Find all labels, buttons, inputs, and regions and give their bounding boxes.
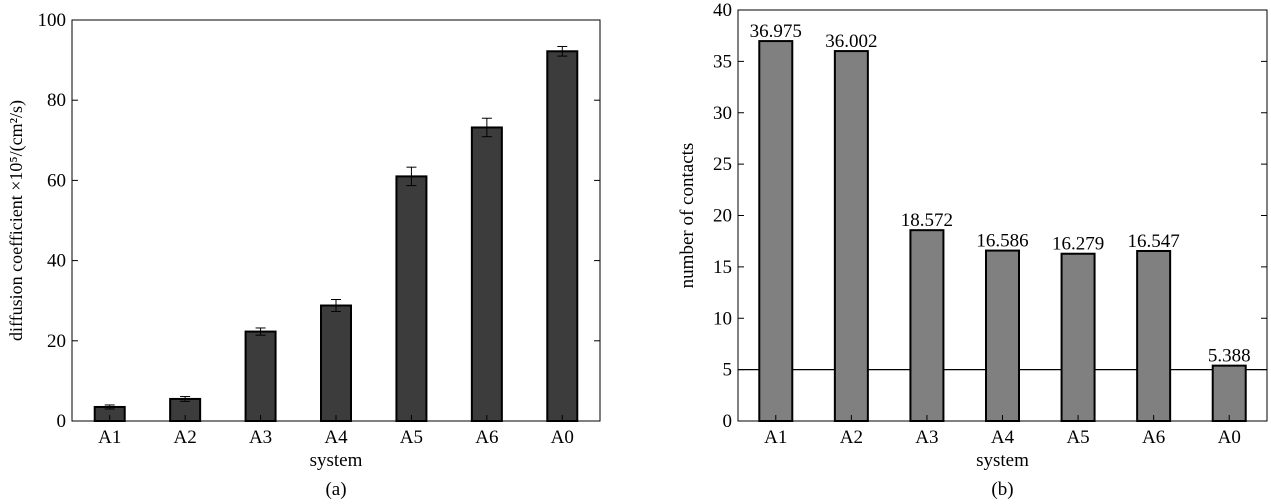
x-tick-label: A2 (840, 427, 863, 448)
data-label: 5.388 (1208, 346, 1251, 367)
y-tick-label: 0 (57, 411, 67, 432)
x-tick-label: A3 (249, 427, 272, 448)
bar-a1 (758, 40, 794, 422)
chart-a: 0 20 40 60 80 100 A1 A2 A3 A4 A5 A6 A0 system (a) diffu… (6, 10, 601, 500)
chart-b: 0 5 10 15 20 25 30 35 40 A1 36.975 A2 36.002 A3 18.572… (677, 0, 1268, 500)
y-tick-label: 15 (713, 257, 732, 278)
panel-label: (a) (325, 479, 346, 500)
y-tick-label: 5 (723, 360, 733, 381)
x-tick-label: A6 (1142, 427, 1165, 448)
y-tick-label: 20 (713, 206, 732, 227)
bar-a5 (1060, 252, 1096, 422)
bar-a6 (470, 126, 503, 423)
y-tick-label: 30 (713, 103, 732, 124)
x-tick-label: A2 (174, 427, 197, 448)
bar-a3 (244, 330, 277, 422)
x-tick-label: A0 (1218, 427, 1241, 448)
data-label: 18.572 (901, 210, 953, 231)
x-axis-title: system (310, 450, 363, 471)
data-label: 16.279 (1052, 234, 1104, 255)
x-tick-label: A0 (551, 427, 574, 448)
bar-a0 (546, 50, 579, 422)
x-tick-label: A1 (764, 427, 787, 448)
x-tick-label: A4 (991, 427, 1015, 448)
data-label: 16.547 (1128, 231, 1180, 252)
y-tick-label: 80 (47, 90, 66, 111)
x-tick-label: A5 (1066, 427, 1089, 448)
y-axis-title: diffusion coefficient ×10⁵/(cm²/s) (6, 100, 27, 341)
y-tick-label: 0 (723, 411, 733, 432)
y-tick-label: 60 (47, 170, 66, 191)
x-axis-title: system (976, 450, 1029, 471)
data-label: 16.586 (976, 231, 1028, 252)
bar-a3 (909, 229, 945, 422)
bar-a2 (833, 50, 869, 423)
x-tick-label: A5 (400, 427, 423, 448)
y-axis-title: number of contacts (677, 143, 698, 289)
y-tick-label: 40 (713, 0, 732, 21)
bar-a4 (320, 304, 352, 422)
bar-a0 (1211, 364, 1247, 423)
data-label: 36.002 (825, 31, 877, 52)
bar-a5 (395, 175, 428, 422)
x-tick-label: A1 (98, 427, 121, 448)
bar-a4 (985, 249, 1020, 422)
y-tick-label: 10 (713, 308, 732, 329)
y-tick-label: 20 (47, 331, 66, 352)
y-tick-label: 35 (713, 51, 732, 72)
y-tick-label: 100 (38, 10, 67, 31)
bar-a6 (1136, 249, 1172, 422)
y-tick-label: 40 (47, 251, 66, 272)
x-tick-label: A6 (475, 427, 498, 448)
y-tick-label: 25 (713, 154, 732, 175)
x-tick-label: A3 (915, 427, 938, 448)
x-tick-label: A4 (324, 427, 348, 448)
data-label: 36.975 (750, 21, 802, 42)
panel-label: (b) (991, 479, 1013, 500)
